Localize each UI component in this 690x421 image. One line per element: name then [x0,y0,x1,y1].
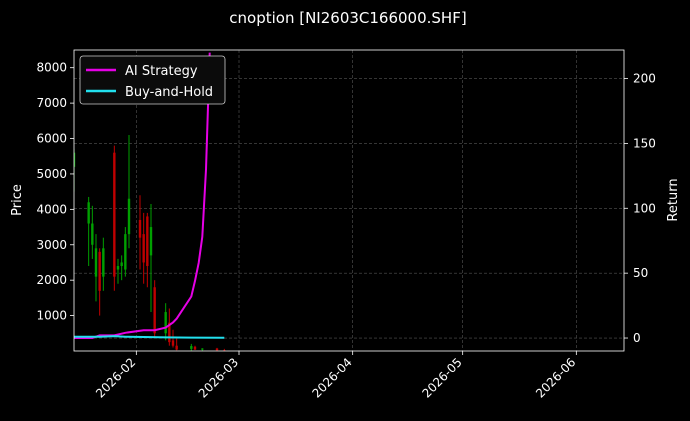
candle-body [91,223,94,245]
left-y-tick-label: 7000 [36,96,67,110]
candle-body [74,152,76,167]
left-y-tick-label: 3000 [36,238,67,252]
candle-body [98,251,101,291]
candle-body [168,322,171,343]
candle-body [175,345,178,350]
candle-body [87,202,90,224]
legend: AI Strategy Buy-and-Hold [79,55,226,105]
candle-body [127,198,131,235]
candle-body [124,234,127,270]
candle-body [193,346,197,350]
grid-lines [74,50,624,351]
left-y-tick-label: 2000 [36,273,67,287]
legend-buy-and-hold-label: Buy-and-Hold [125,85,213,100]
right-y-tick-label: 200 [633,72,656,86]
left-axis-label: Price [10,184,25,216]
candle-body [113,152,116,277]
candle-body [215,348,219,351]
right-axis-label: Return [666,178,681,221]
buy-and-hold-line [74,335,225,339]
candlestick-series [74,134,226,351]
line-series [74,52,225,339]
candle-body [201,348,204,350]
right-y-tick-label: 150 [633,136,656,150]
candle-body [94,248,98,277]
left-y-tick-label: 5000 [36,167,67,181]
candle-body [190,346,193,349]
candle-body [142,234,145,263]
chart-title: cnoption [NI2603C166000.SHF] [229,9,466,27]
right-y-tick-label: 50 [633,266,648,280]
left-y-axis: 1000 2000 3000 4000 5000 6000 7000 8000 [36,61,74,323]
candle-body [120,262,123,267]
left-y-tick-label: 8000 [36,61,67,75]
candle-body [138,219,142,238]
candle-body [153,287,156,334]
plot-frame [73,49,625,352]
left-y-tick-label: 1000 [36,309,67,323]
candle-body [171,340,175,346]
candle-body [116,266,120,270]
candle-body [149,227,153,256]
left-y-tick-label: 6000 [36,132,67,146]
right-y-tick-label: 0 [633,331,641,345]
legend-box [79,55,226,105]
candle-body [102,248,105,277]
candle-body [164,312,167,334]
legend-ai-strategy-label: AI Strategy [125,64,198,79]
right-y-axis: 0 50 100 150 200 [624,72,656,345]
candle-body [146,216,149,267]
right-y-tick-label: 100 [633,201,656,215]
left-y-tick-label: 4000 [36,202,67,216]
